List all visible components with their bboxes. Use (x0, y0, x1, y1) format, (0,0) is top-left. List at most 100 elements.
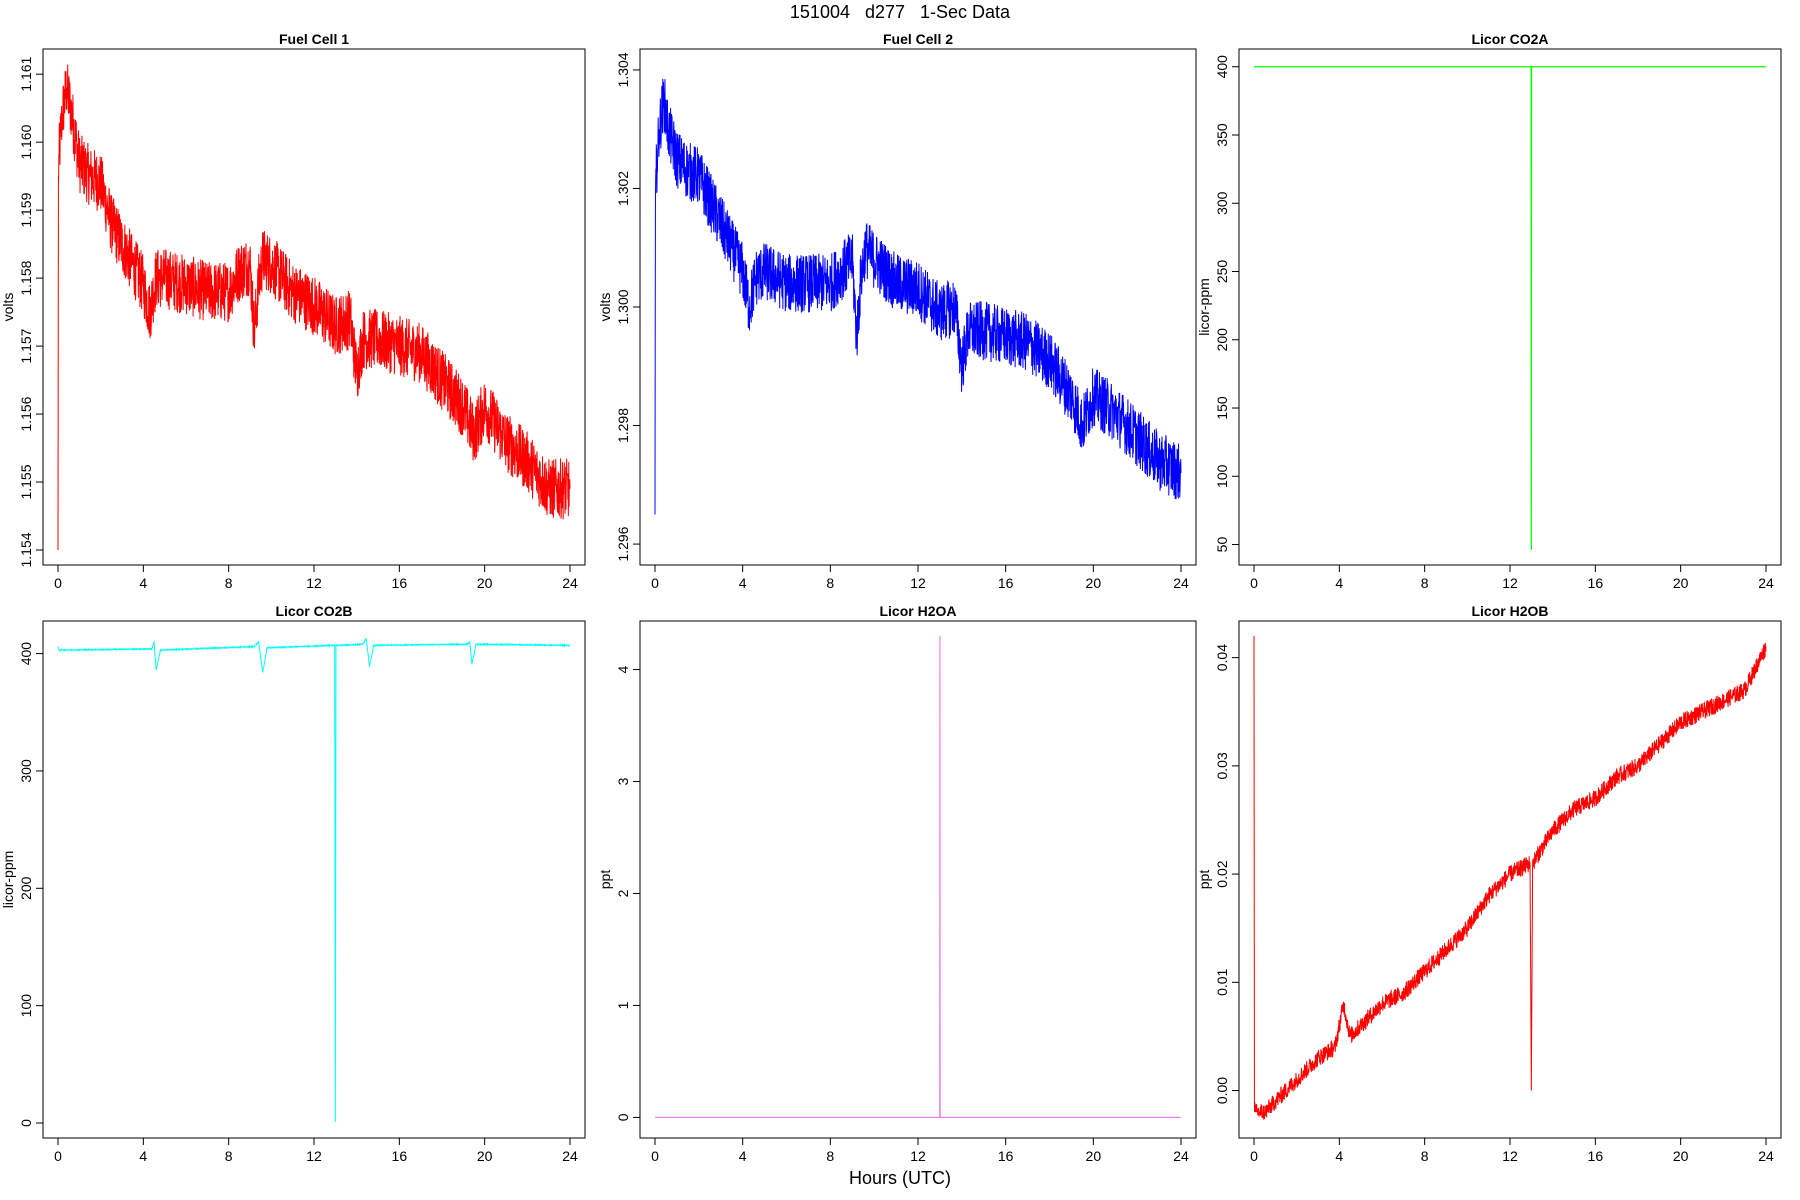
x-tick-label: 12 (306, 575, 322, 591)
y-tick-label: 400 (1214, 55, 1230, 79)
panel-4: Licor CO2B licor-ppm 0 4 8 12 16 20 24 0 100 200 300… (0, 603, 586, 1164)
plot-frame (639, 620, 1197, 1139)
panel-title: Licor CO2B (275, 603, 352, 619)
y-tick-label: 1.158 (18, 260, 34, 295)
x-tick-label: 12 (1502, 1148, 1518, 1164)
y-tick-label: 1.304 (615, 52, 631, 87)
y-tick-label: 1 (615, 1001, 631, 1009)
series-line-1 (1254, 66, 1766, 551)
x-tick-label: 8 (1421, 575, 1429, 591)
plot-frame (42, 620, 586, 1139)
x-tick-label: 24 (562, 575, 578, 591)
x-tick-label: 24 (1758, 575, 1774, 591)
y-tick-label: 0.00 (1214, 1077, 1230, 1104)
y-tick-label: 1.160 (18, 124, 34, 159)
x-tick-label: 4 (739, 1148, 747, 1164)
series-line-1 (654, 78, 1182, 515)
y-tick-label: 1.302 (615, 171, 631, 206)
x-tick-label: 8 (826, 575, 834, 591)
series-line-1 (57, 638, 571, 1122)
x-tick-label: 0 (1250, 575, 1258, 591)
plot-frame (1238, 48, 1782, 566)
x-tick-label: 0 (54, 575, 62, 591)
series-line-1 (1253, 635, 1767, 1120)
shared-x-axis-label: Hours (UTC) (849, 1168, 951, 1188)
panel-title: Fuel Cell 1 (279, 31, 349, 47)
y-axis-label: licor-ppm (1196, 278, 1212, 336)
x-tick-label: 16 (998, 575, 1014, 591)
y-tick-label: 300 (1214, 191, 1230, 215)
y-tick-label: 200 (18, 876, 34, 900)
y-tick-label: 0 (615, 1113, 631, 1121)
x-tick-label: 24 (562, 1148, 578, 1164)
x-tick-label: 12 (910, 1148, 926, 1164)
y-tick-label: 1.296 (615, 526, 631, 561)
y-axis-label: ppt (597, 870, 613, 890)
y-tick-label: 1.156 (18, 396, 34, 431)
y-tick-label: 50 (1214, 537, 1230, 553)
x-tick-label: 16 (392, 575, 408, 591)
x-tick-label: 4 (739, 575, 747, 591)
y-tick-label: 1.159 (18, 192, 34, 227)
x-tick-label: 4 (1335, 1148, 1343, 1164)
series-line-1 (655, 635, 1181, 1119)
y-tick-label: 300 (18, 759, 34, 783)
y-tick-label: 0.01 (1214, 968, 1230, 995)
y-tick-label: 350 (1214, 123, 1230, 147)
y-tick-label: 0.04 (1214, 644, 1230, 671)
y-tick-label: 1.157 (18, 328, 34, 363)
x-tick-label: 24 (1758, 1148, 1774, 1164)
y-tick-label: 200 (1214, 328, 1230, 352)
y-tick-label: 0.02 (1214, 860, 1230, 887)
x-tick-label: 16 (1588, 575, 1604, 591)
y-tick-label: 1.300 (615, 289, 631, 324)
x-tick-label: 12 (306, 1148, 322, 1164)
panel-3: Licor CO2A licor-ppm 0 4 8 12 16 20 24 50 100 150 20… (1196, 31, 1782, 591)
panel-title: Fuel Cell 2 (883, 31, 953, 47)
panel-1: Fuel Cell 1 volts 0 4 8 12 16 20 24 1.154 1.155 1.1… (0, 31, 586, 591)
y-tick-label: 4 (615, 665, 631, 673)
panel-title: Licor CO2A (1471, 31, 1548, 47)
y-tick-label: 1.161 (18, 56, 34, 91)
y-tick-label: 1.298 (615, 408, 631, 443)
x-tick-label: 8 (225, 1148, 233, 1164)
x-tick-label: 20 (1086, 1148, 1102, 1164)
panel-6: Licor H2OB ppt 0 4 8 12 16 20 24 0.00 0.01 0.02 0.03… (1196, 603, 1782, 1164)
x-tick-label: 0 (651, 575, 659, 591)
x-tick-label: 4 (1335, 575, 1343, 591)
y-axis-label: licor-ppm (0, 851, 16, 909)
x-tick-label: 20 (1086, 575, 1102, 591)
x-tick-label: 16 (1588, 1148, 1604, 1164)
x-tick-label: 20 (1673, 575, 1689, 591)
x-tick-label: 20 (1673, 1148, 1689, 1164)
x-tick-label: 16 (392, 1148, 408, 1164)
y-axis-label: ppt (1196, 870, 1212, 890)
panel-title: Licor H2OB (1471, 603, 1548, 619)
x-tick-label: 0 (54, 1148, 62, 1164)
x-tick-label: 12 (1502, 575, 1518, 591)
y-tick-label: 1.155 (18, 464, 34, 499)
x-tick-label: 4 (139, 1148, 147, 1164)
y-axis-label: volts (0, 293, 16, 322)
y-tick-label: 0 (18, 1119, 34, 1127)
x-tick-label: 8 (826, 1148, 834, 1164)
panel-title: Licor H2OA (879, 603, 956, 619)
y-tick-label: 150 (1214, 396, 1230, 420)
series-line-1 (57, 64, 571, 551)
y-tick-label: 100 (18, 994, 34, 1018)
x-tick-label: 4 (139, 575, 147, 591)
x-tick-label: 20 (477, 1148, 493, 1164)
x-tick-label: 0 (1250, 1148, 1258, 1164)
y-tick-label: 100 (1214, 464, 1230, 488)
y-tick-label: 400 (18, 642, 34, 666)
y-tick-label: 1.154 (18, 532, 34, 567)
y-tick-label: 2 (615, 889, 631, 897)
x-tick-label: 24 (1173, 575, 1189, 591)
x-tick-label: 8 (1421, 1148, 1429, 1164)
panel-2: Fuel Cell 2 volts 0 4 8 12 16 20 24 1.296 1.298 1.3… (597, 31, 1197, 591)
x-tick-label: 0 (651, 1148, 659, 1164)
y-axis-label: volts (597, 293, 613, 322)
x-tick-label: 8 (225, 575, 233, 591)
